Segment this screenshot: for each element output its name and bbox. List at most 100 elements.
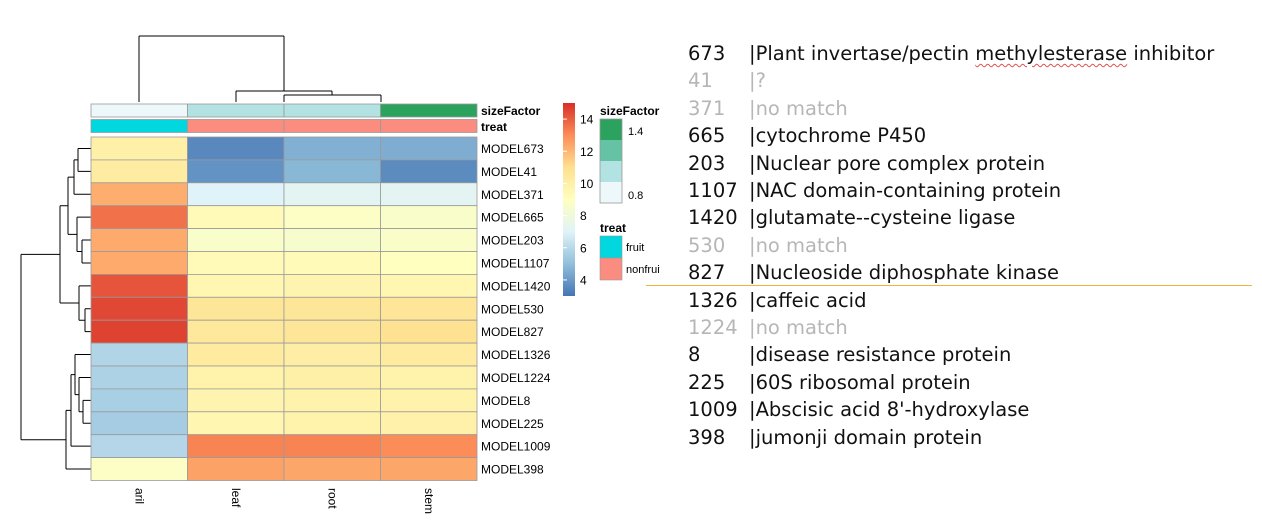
heatmap-cell xyxy=(283,388,381,413)
row-dendrogram xyxy=(20,147,91,470)
heatmap-cell xyxy=(380,365,478,390)
row-label: MODEL1009 xyxy=(481,440,551,454)
heatmap-cell xyxy=(187,296,285,321)
heatmap-cell xyxy=(187,205,285,229)
row-label: MODEL673 xyxy=(481,142,544,156)
heatmap-cell xyxy=(90,319,188,344)
heatmap-cell xyxy=(380,319,478,344)
annotation-description: |? xyxy=(749,69,766,93)
heatmap-cell xyxy=(283,251,381,275)
treat-cell xyxy=(380,119,478,133)
heatmap-cell xyxy=(380,457,478,481)
column-label: root xyxy=(325,488,339,509)
row-dendrogram-branch xyxy=(74,354,91,396)
column-label: stem xyxy=(422,488,436,514)
heatmap-cell xyxy=(380,136,478,161)
annotation-description: |cytochrome P450 xyxy=(749,124,927,148)
sizefactor-legend-swatch xyxy=(600,161,622,182)
annotation-description: |Abscisic acid 8'-hydroxylase xyxy=(749,398,1030,422)
row-dendrogram-branch xyxy=(82,399,91,424)
annotation-model-id: 673 xyxy=(688,42,726,65)
row-dendrogram-branch xyxy=(84,308,91,333)
group-divider-line xyxy=(646,285,1252,286)
sizefactor-legend-swatch xyxy=(600,182,622,203)
heatmap-cell xyxy=(187,136,285,161)
heatmap-cell xyxy=(380,342,478,367)
heatmap-cell xyxy=(380,434,478,459)
heatmap-cell xyxy=(90,342,188,367)
treat-cell xyxy=(187,119,285,133)
treat-legend-label: fruit xyxy=(626,242,644,254)
annotation-row: 41 |? xyxy=(688,67,1248,94)
column-labels: aril leaf root stem xyxy=(132,488,436,514)
color-scale-tick-label: 6 xyxy=(580,241,587,255)
sizefactor-track-label: sizeFactor xyxy=(481,104,541,118)
annotation-model-id: 1224 xyxy=(688,316,738,339)
annotation-row: 827 |Nucleoside diphosphate kinase xyxy=(688,259,1248,286)
heatmap-cell xyxy=(187,342,285,367)
treat-cell xyxy=(90,119,188,133)
treat-cell xyxy=(283,119,381,133)
row-label: MODEL225 xyxy=(481,417,544,431)
row-label: MODEL1420 xyxy=(481,279,551,293)
annotation-row: 203 |Nuclear pore complex protein xyxy=(688,150,1248,177)
heatmap-cell xyxy=(187,365,285,390)
spellcheck-underlined-word: methylesterase xyxy=(975,42,1128,65)
row-dendrogram-branch xyxy=(77,147,91,172)
heatmap-cell xyxy=(90,273,188,298)
heatmap-cell xyxy=(283,273,381,298)
annotation-model-id: 41 xyxy=(688,69,713,93)
row-label: MODEL665 xyxy=(481,211,544,225)
heatmap-cell xyxy=(90,411,188,436)
heatmap-cell xyxy=(187,273,285,298)
annotation-row: 398 |jumonji domain protein xyxy=(688,424,1248,451)
row-dendrogram-branch xyxy=(65,409,91,470)
heatmap-cell xyxy=(283,136,381,161)
annotation-description: |disease resistance protein xyxy=(749,343,1012,367)
heatmap-cell xyxy=(283,365,381,390)
treat-track-label: treat xyxy=(481,120,507,134)
heatmap-cell xyxy=(380,411,478,436)
annotation-row: 530 |no match xyxy=(688,232,1248,259)
heatmap-cell xyxy=(380,228,478,252)
column-label: leaf xyxy=(229,488,243,508)
heatmap-cell xyxy=(283,296,381,321)
heatmap-cell xyxy=(187,228,285,252)
sizefactor-legend-max: 1.4 xyxy=(628,126,643,138)
annotation-model-id: 8 xyxy=(688,343,701,367)
heatmap-cell xyxy=(187,159,285,184)
annotation-description: |Nuclear pore complex protein xyxy=(749,151,1046,175)
row-dendrogram-branch xyxy=(70,374,91,447)
annotation-model-id: 665 xyxy=(688,124,726,148)
annotation-description: |Nucleoside diphosphate kinase xyxy=(749,261,1060,285)
color-scale-tick-label: 12 xyxy=(580,145,594,159)
annotation-row: 665 |cytochrome P450 xyxy=(688,122,1248,149)
row-label: MODEL1224 xyxy=(481,371,551,385)
column-label: aril xyxy=(132,488,146,504)
row-dendrogram-branch xyxy=(67,176,77,235)
annotation-model-id: 371 xyxy=(688,96,726,120)
row-label: MODEL41 xyxy=(481,165,537,179)
sizefactor-legend-min: 0.8 xyxy=(628,190,643,202)
heatmap-cell xyxy=(283,411,381,436)
annotation-model-id: 203 xyxy=(688,151,726,175)
heatmap-cell xyxy=(380,273,478,298)
color-scale-bar xyxy=(563,103,575,296)
treat-legend-title: treat xyxy=(600,221,626,235)
row-label: MODEL1107 xyxy=(481,256,550,270)
row-label: MODEL203 xyxy=(481,234,544,248)
sizefactor-cell xyxy=(380,103,478,118)
heatmap-cell xyxy=(380,296,478,321)
annotation-row: 1420 |glutamate--cysteine ligase xyxy=(688,204,1248,231)
annotation-description: |no match xyxy=(749,316,848,339)
heatmap-cell xyxy=(187,251,285,275)
heatmap-cell xyxy=(283,457,381,481)
annotation-model-id: 1107 xyxy=(688,179,738,202)
row-dendrogram-branch xyxy=(76,216,91,252)
row-dendrogram-branch xyxy=(81,239,91,264)
heatmap-cell xyxy=(283,319,381,344)
treat-legend-swatch xyxy=(599,257,623,281)
row-dendrogram-branch xyxy=(73,159,91,195)
color-scale-tick-label: 4 xyxy=(580,273,587,287)
heatmap-cells xyxy=(90,136,478,481)
